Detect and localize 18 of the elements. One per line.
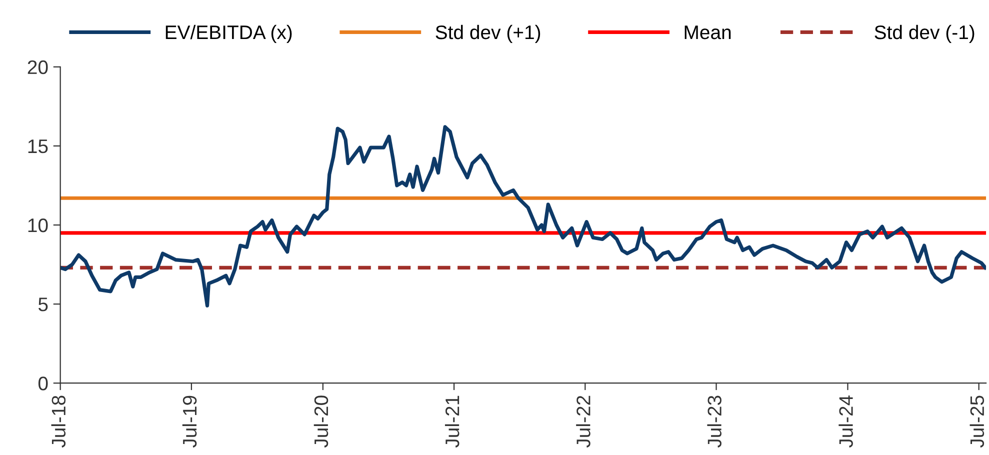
x-tick-label: Jul-20 — [314, 396, 328, 448]
x-tick-label: Jul-19 — [182, 396, 197, 448]
legend-label: EV/EBITDA (x) — [166, 24, 292, 44]
y-tick-label: 0 — [38, 376, 48, 390]
legend-label: Mean — [684, 26, 731, 40]
y-tick-label: 20 — [28, 60, 48, 74]
y-tick-label: 5 — [38, 298, 48, 312]
x-tick-label: Jul-24 — [838, 395, 853, 448]
legend-label: Std dev (-1) — [874, 24, 974, 44]
y-tick-label: 10 — [28, 218, 48, 232]
x-tick-label: Jul-25 — [970, 396, 984, 448]
y-tick-label: 15 — [28, 140, 48, 154]
x-tick-label: Jul-18 — [51, 396, 66, 448]
legend-label: Std dev (+1) — [436, 24, 540, 44]
x-tick-label: Jul-21 — [444, 396, 460, 448]
x-tick-label: Jul-23 — [707, 396, 722, 448]
x-tick-label: Jul-22 — [576, 396, 590, 448]
line-series — [60, 125, 986, 308]
